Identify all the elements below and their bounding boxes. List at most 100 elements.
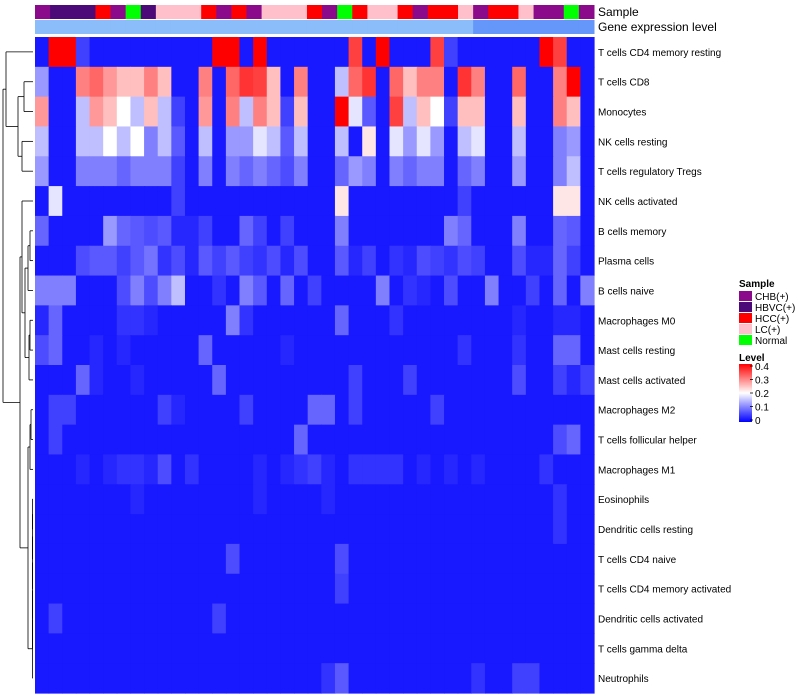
heatmap-cell xyxy=(103,37,118,68)
heatmap-cell xyxy=(457,215,472,247)
heatmap-cell xyxy=(457,37,472,68)
heatmap-cell xyxy=(144,394,159,426)
heatmap-cell xyxy=(130,96,145,128)
sample-annotation-cell xyxy=(125,5,142,19)
heatmap-cell xyxy=(457,186,472,217)
row-label: Mast cells resting xyxy=(598,346,675,357)
heatmap-cell xyxy=(239,96,254,128)
heatmap-cell xyxy=(553,424,568,456)
heatmap-cell xyxy=(239,275,254,306)
heatmap-cell xyxy=(62,663,77,694)
heatmap-cell xyxy=(184,365,200,396)
heatmap-cell xyxy=(89,96,104,128)
sample-annotation-cell xyxy=(412,5,429,19)
expression-annotation-cell xyxy=(352,20,368,34)
heatmap-cell xyxy=(321,126,336,157)
heatmap-cell xyxy=(239,484,254,515)
heatmap-cell xyxy=(212,454,227,485)
heatmap-cell xyxy=(484,66,500,98)
heatmap-cell xyxy=(280,37,295,68)
heatmap-cell xyxy=(75,305,91,336)
heatmap-cell xyxy=(157,603,172,634)
heatmap-cell xyxy=(239,335,254,366)
heatmap-cell xyxy=(103,543,118,575)
sample-annotation-cell xyxy=(322,5,338,19)
heatmap-cell xyxy=(498,305,513,336)
heatmap-cell xyxy=(457,633,472,664)
heatmap-cell xyxy=(253,96,268,128)
heatmap-cell xyxy=(484,37,500,68)
heatmap-cell xyxy=(321,275,336,306)
heatmap-cell xyxy=(512,484,527,515)
heatmap-cell xyxy=(389,37,404,68)
heatmap-cell xyxy=(525,603,541,634)
heatmap-cell xyxy=(416,603,431,634)
heatmap-cell xyxy=(321,66,336,98)
heatmap-cell xyxy=(35,126,50,157)
heatmap-cell xyxy=(171,573,186,605)
heatmap-cell xyxy=(498,514,513,545)
heatmap-cell xyxy=(484,245,500,277)
heatmap-cell xyxy=(48,603,63,634)
heatmap-cell xyxy=(457,603,472,634)
heatmap-cell xyxy=(389,573,404,605)
heatmap-cell xyxy=(539,37,554,68)
heatmap-cell xyxy=(184,96,200,128)
heatmap-cell xyxy=(184,633,200,664)
heatmap-cell xyxy=(239,633,254,664)
heatmap-cell xyxy=(348,454,363,485)
heatmap-cell xyxy=(184,245,200,277)
heatmap-cell xyxy=(484,454,500,485)
heatmap-cell xyxy=(253,603,268,634)
heatmap-cell xyxy=(484,633,500,664)
heatmap-cell xyxy=(212,663,227,694)
heatmap-cell xyxy=(321,305,336,336)
heatmap-cell xyxy=(116,335,132,366)
heatmap-cell xyxy=(184,335,200,366)
heatmap-cell xyxy=(416,156,431,187)
heatmap-cell xyxy=(471,484,486,515)
heatmap-cell xyxy=(403,663,418,694)
heatmap-cell xyxy=(525,424,541,456)
heatmap-cell xyxy=(171,484,186,515)
heatmap-cell xyxy=(144,663,159,694)
expression-annotation-cell xyxy=(488,20,504,34)
heatmap-cell xyxy=(362,543,377,575)
row-label: T cells CD4 memory activated xyxy=(598,585,731,596)
heatmap-cell xyxy=(171,66,186,98)
heatmap-cell xyxy=(430,365,445,396)
heatmap-cell xyxy=(566,275,581,306)
heatmap-cell xyxy=(89,186,104,217)
heatmap-cell xyxy=(48,394,63,426)
heatmap-cell xyxy=(89,394,104,426)
heatmap-cell xyxy=(566,514,581,545)
heatmap-cell xyxy=(239,573,254,605)
heatmap-cell xyxy=(471,365,486,396)
heatmap-cell xyxy=(539,335,554,366)
heatmap-cell xyxy=(239,663,254,694)
heatmap-cell xyxy=(253,543,268,575)
sample-annotation-cell xyxy=(382,5,399,19)
heatmap-cell xyxy=(62,305,77,336)
heatmap-cell xyxy=(471,275,486,306)
heatmap-cell xyxy=(321,543,336,575)
heatmap-cell xyxy=(130,663,145,694)
heatmap-cell xyxy=(525,394,541,426)
heatmap-cell xyxy=(266,603,282,634)
heatmap-cell xyxy=(389,603,404,634)
heatmap-cell xyxy=(89,335,104,366)
heatmap-cell xyxy=(362,275,377,306)
expression-annotation-cell xyxy=(397,20,414,34)
heatmap-cell xyxy=(539,543,554,575)
heatmap-cell xyxy=(198,66,213,98)
heatmap-cell xyxy=(225,514,241,545)
heatmap-cell xyxy=(144,186,159,217)
heatmap-cell xyxy=(348,275,363,306)
heatmap-cell xyxy=(212,484,227,515)
heatmap-cell xyxy=(416,186,431,217)
heatmap-cell xyxy=(280,186,295,217)
heatmap-cell xyxy=(62,633,77,664)
heatmap-cell xyxy=(280,126,295,157)
heatmap-cell xyxy=(375,543,391,575)
heatmap-cell xyxy=(225,424,241,456)
